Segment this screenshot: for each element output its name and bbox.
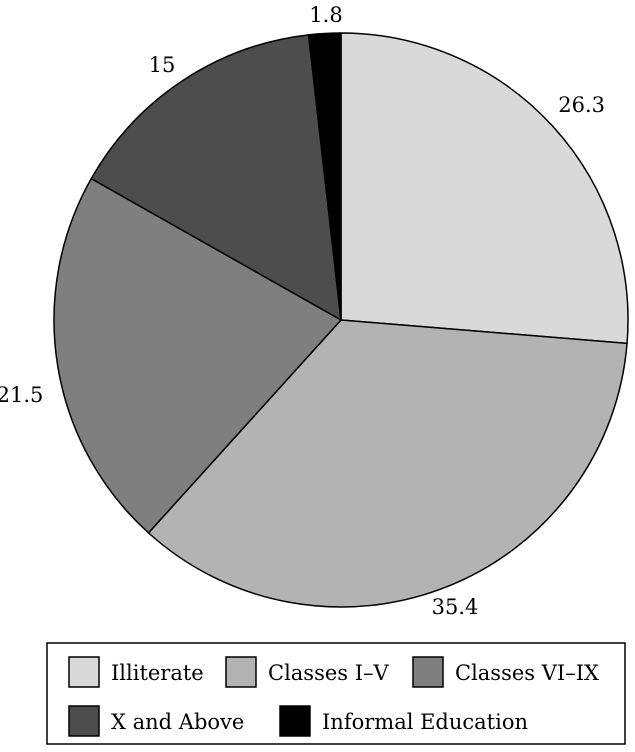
slice-value-labels: 26.3 35.4 21.5 15 1.8 — [0, 3, 605, 619]
legend: Illiterate Classes I–V Classes VI–IX X and … — [46, 642, 626, 745]
slice-value-label: 15 — [149, 53, 176, 77]
pie-slice-classes-vi-ix — [53, 177, 342, 534]
pie-slice-illiterate — [340, 32, 629, 345]
slice-value-label: 1.8 — [309, 3, 342, 27]
legend-box — [46, 642, 626, 745]
pie-slice-informal-education — [307, 32, 342, 321]
legend-label-informal-education: Informal Education — [322, 710, 528, 734]
pie-slice-classes-i-v — [147, 319, 628, 608]
legend-swatch-illiterate — [68, 656, 100, 688]
legend-swatch-classes-i-v — [225, 656, 257, 688]
legend-swatch-informal-education — [279, 705, 311, 737]
pie-slice-x-and-above — [90, 34, 342, 321]
legend-label-classes-vi-ix: Classes VI–IX — [455, 661, 599, 685]
pie-slices — [53, 32, 629, 608]
legend-label-illiterate: Illiterate — [111, 661, 204, 685]
legend-swatch-x-and-above — [68, 705, 100, 737]
slice-value-label: 21.5 — [0, 383, 43, 407]
legend-swatch-classes-vi-ix — [412, 656, 444, 688]
slice-value-label: 26.3 — [558, 93, 605, 117]
slice-value-label: 35.4 — [432, 595, 479, 619]
legend-label-classes-i-v: Classes I–V — [268, 661, 390, 685]
legend-label-x-and-above: X and Above — [111, 710, 244, 734]
